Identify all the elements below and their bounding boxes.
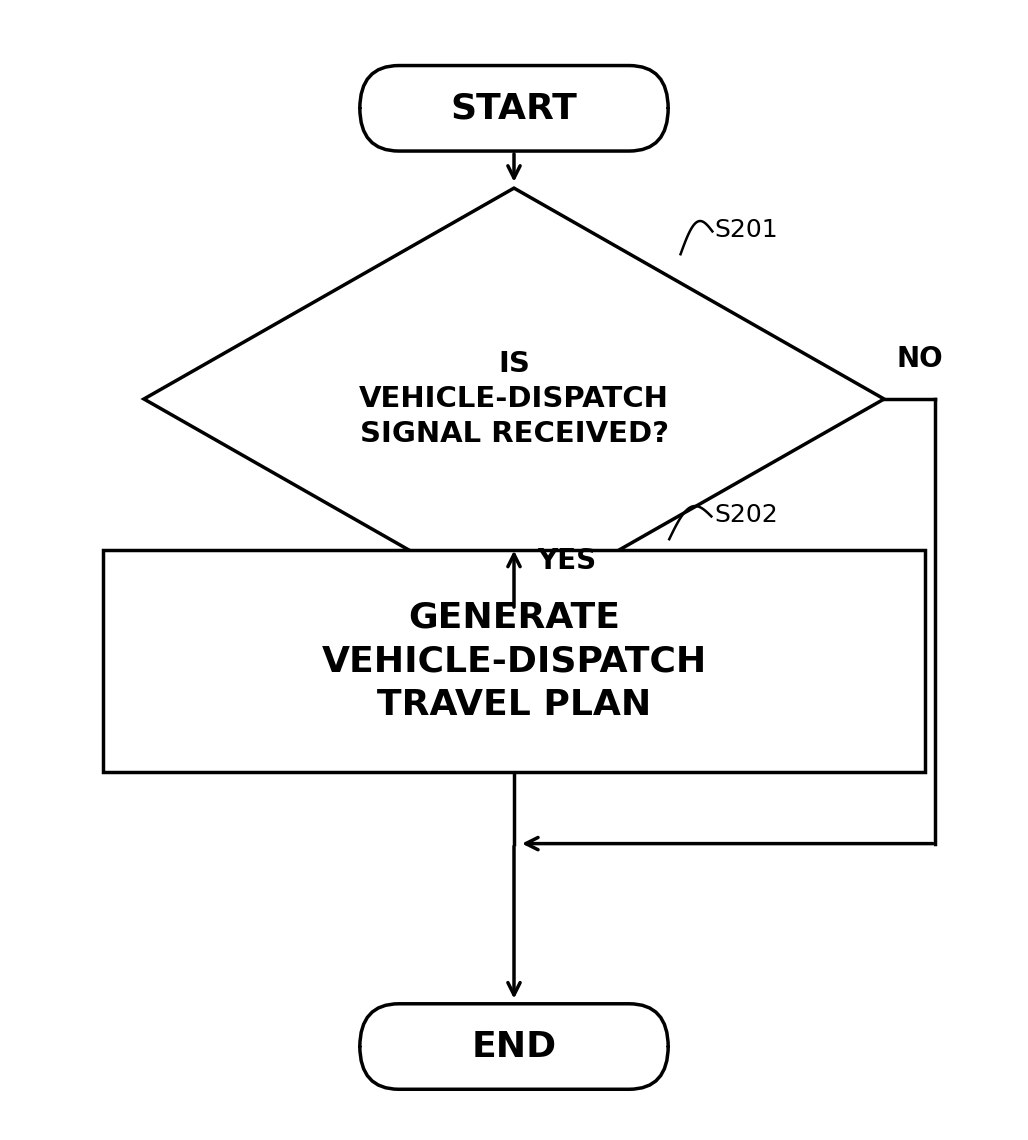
Text: S201: S201	[714, 218, 778, 243]
Text: NO: NO	[896, 345, 944, 373]
Polygon shape	[144, 188, 884, 610]
Bar	[103, 549, 925, 773]
Text: END: END	[472, 1029, 556, 1064]
Text: YES: YES	[538, 547, 597, 575]
FancyBboxPatch shape	[360, 1004, 668, 1090]
Text: GENERATE
VEHICLE-DISPATCH
TRAVEL PLAN: GENERATE VEHICLE-DISPATCH TRAVEL PLAN	[322, 601, 706, 722]
Text: IS
VEHICLE-DISPATCH
SIGNAL RECEIVED?: IS VEHICLE-DISPATCH SIGNAL RECEIVED?	[359, 350, 669, 448]
Text: S202: S202	[714, 503, 778, 528]
FancyBboxPatch shape	[360, 65, 668, 150]
Text: START: START	[450, 91, 578, 125]
